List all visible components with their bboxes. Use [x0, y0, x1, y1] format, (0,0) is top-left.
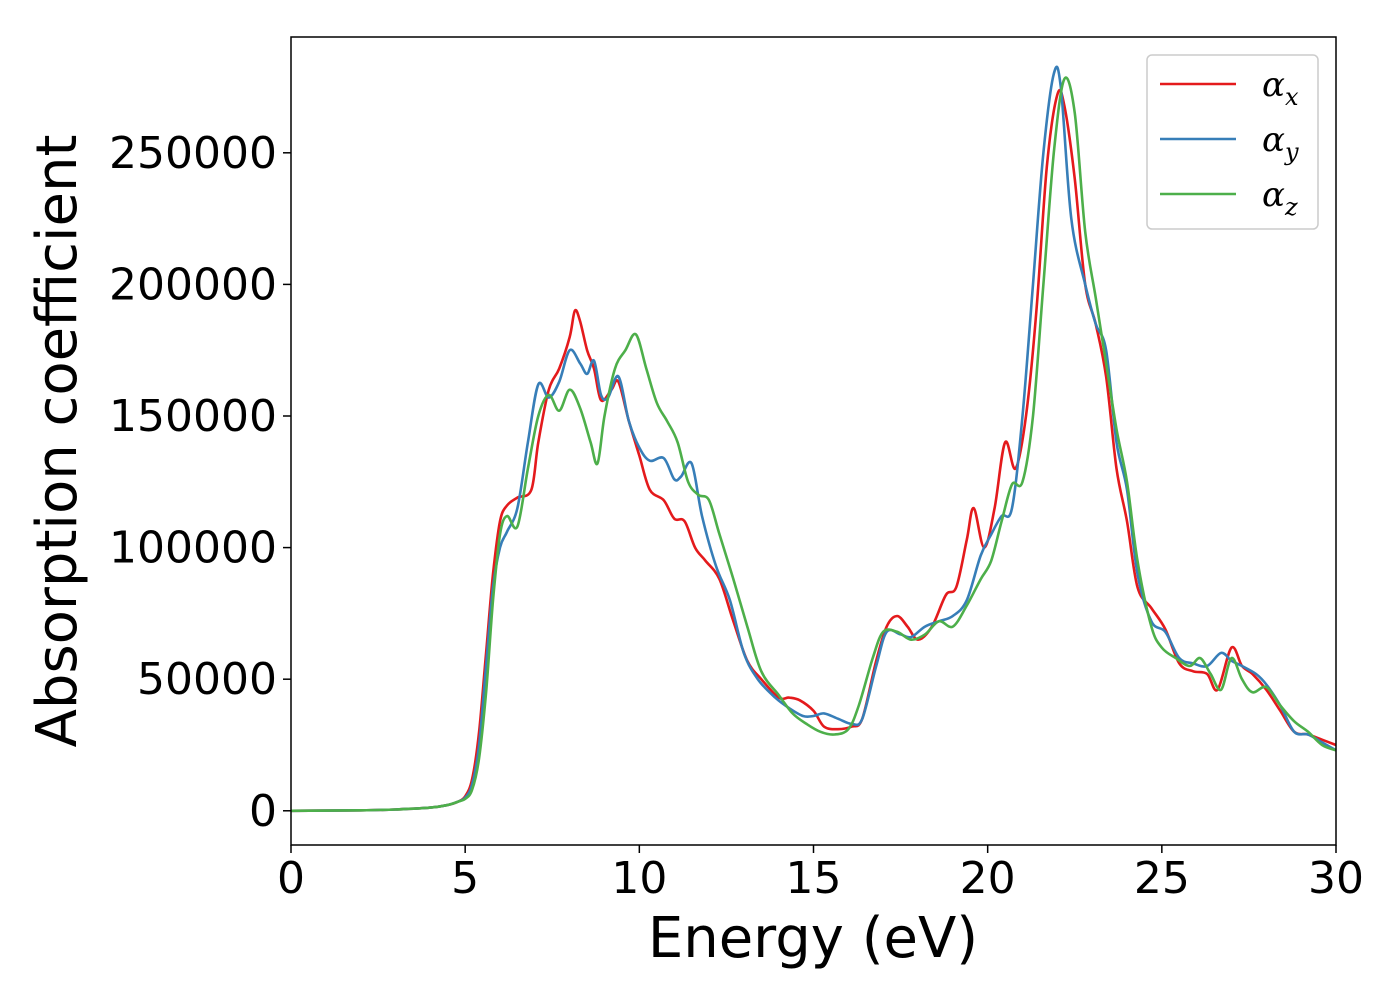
legend-label-y: αy: [1262, 120, 1299, 166]
y-tick-label: 100000: [109, 523, 277, 574]
x-tick-label: 5: [451, 853, 479, 904]
y-tick-label: 200000: [109, 259, 277, 310]
y-tick-label: 0: [249, 786, 277, 837]
x-tick-label: 10: [611, 853, 667, 904]
legend-label-z: αz: [1262, 175, 1298, 221]
x-axis-label: Energy (eV): [648, 906, 978, 971]
y-axis-label: Absorption coefficient: [25, 135, 90, 748]
y-tick-label: 150000: [109, 391, 277, 442]
series-line-z: [290, 76, 1337, 813]
y-axis-ticks: 0 50000 100000 150000 200000 250000: [109, 128, 291, 837]
legend-box: [1146, 54, 1319, 230]
x-tick-label: 20: [960, 853, 1016, 904]
x-tick-label: 25: [1134, 853, 1190, 904]
legend-label-x: αx: [1262, 65, 1299, 111]
y-tick-label: 250000: [109, 128, 277, 179]
x-tick-label: 15: [786, 853, 842, 904]
x-tick-label: 0: [277, 853, 305, 904]
series-lines: [290, 65, 1337, 813]
x-tick-label: 30: [1308, 853, 1364, 904]
y-tick-label: 50000: [137, 654, 277, 705]
legend: αx αy αz: [1146, 54, 1319, 230]
x-axis-ticks: 0 5 10 15 20 25 30: [277, 845, 1364, 904]
